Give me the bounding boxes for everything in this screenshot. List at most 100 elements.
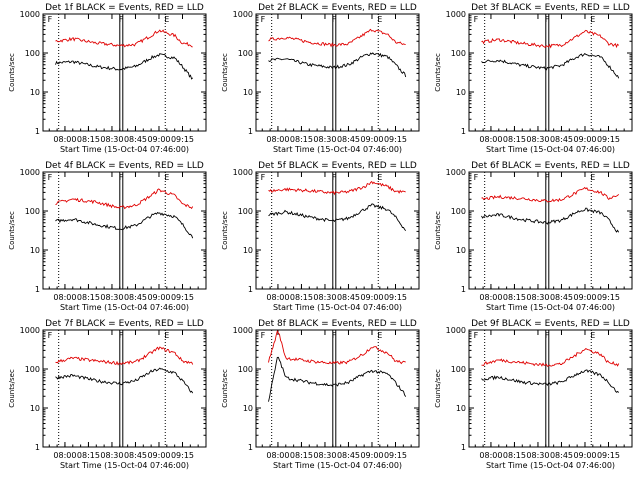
y-tick-label: 1000 [446,168,466,177]
events-series-line [481,207,620,233]
y-tick-label: 1 [35,443,40,452]
events-series-line [268,203,407,231]
panel-title: Det 8f BLACK = Events, RED = LLD [258,319,417,329]
plot-frame [255,13,420,132]
x-tick-label: 09:15 [384,451,407,460]
y-tick-label: 10 [30,404,40,413]
x-axis-label: Start Time (15-Oct-04 07:46:00) [273,145,402,154]
y-tick-label: 10 [456,246,466,255]
x-tick-label: 08:30 [100,451,123,460]
orbit-marker-label: F [48,173,53,182]
y-tick-label: 1000 [20,168,40,177]
y-tick-label: 1000 [20,10,40,19]
orbit-marker-label: F [545,331,550,340]
y-axis-label: Counts/sec [221,369,229,408]
x-axis-label: Start Time (15-Oct-04 07:46:00) [486,461,615,470]
lld-series-line [55,188,194,210]
x-tick-label: 08:30 [100,135,123,144]
panel-title: Det 1f BLACK = Events, RED = LLD [45,3,204,13]
x-tick-label: 08:45 [337,451,360,460]
x-axis-label: Start Time (15-Oct-04 07:46:00) [273,461,402,470]
orbit-marker-label: F [332,331,337,340]
y-tick-label: 100 [238,365,253,374]
y-tick-label: 10 [456,88,466,97]
y-axis-label: Counts/sec [434,211,442,250]
orbit-marker-label: F [261,15,266,24]
x-tick-label: 08:00 [479,135,502,144]
x-axis-label: Start Time (15-Oct-04 07:46:00) [60,461,189,470]
orbit-marker-label: F [474,331,479,340]
x-tick-label: 09:00 [147,451,170,460]
events-series-line [268,52,407,78]
y-tick-label: 100 [451,365,466,374]
panel-det-7: Det 7f BLACK = Events, RED = LLD 1 10 100 10… [8,319,207,470]
y-axis-label: Counts/sec [434,369,442,408]
x-tick-label: 08:45 [550,135,573,144]
x-tick-label: 09:00 [360,451,383,460]
y-tick-label: 1 [248,443,253,452]
plot-frame [468,329,633,448]
orbit-marker-label: F [48,331,53,340]
panel-title: Det 2f BLACK = Events, RED = LLD [258,3,417,13]
x-tick-label: 08:00 [53,135,76,144]
panel-det-1: Det 1f BLACK = Events, RED = LLD 1 10 100 10… [8,3,207,154]
orbit-marker-label: E [590,173,595,182]
orbit-marker-label: E [164,173,169,182]
x-tick-label: 09:00 [147,135,170,144]
x-tick-label: 08:15 [77,293,100,302]
x-tick-label: 08:30 [313,451,336,460]
x-tick-label: 08:30 [526,293,549,302]
panel-title: Det 3f BLACK = Events, RED = LLD [471,3,630,13]
y-tick-label: 100 [238,207,253,216]
x-tick-label: 09:15 [171,135,194,144]
y-tick-label: 1000 [446,10,466,19]
orbit-marker-label: F [332,173,337,182]
y-tick-label: 100 [451,49,466,58]
x-tick-label: 09:15 [171,451,194,460]
lld-series-line [268,180,406,196]
lld-series-line [55,346,194,366]
x-axis-label: Start Time (15-Oct-04 07:46:00) [60,145,189,154]
lld-series-line [481,29,620,49]
y-axis-label: Counts/sec [221,211,229,250]
lld-series-line [268,330,406,365]
lld-series-line [268,28,406,48]
panel-det-9: Det 9f BLACK = Events, RED = LLD 1 10 100 10… [434,319,633,470]
x-tick-label: 09:00 [360,293,383,302]
orbit-marker-label: F [119,15,124,24]
y-tick-label: 100 [238,49,253,58]
x-axis-label: Start Time (15-Oct-04 07:46:00) [486,145,615,154]
x-tick-label: 08:30 [100,293,123,302]
x-tick-label: 08:15 [290,293,313,302]
x-tick-label: 08:45 [550,451,573,460]
x-tick-label: 08:30 [526,135,549,144]
x-tick-label: 08:15 [503,451,526,460]
y-axis-label: Counts/sec [221,53,229,92]
y-tick-label: 100 [25,49,40,58]
y-tick-label: 1000 [233,168,253,177]
x-tick-label: 08:45 [124,451,147,460]
plot-frame [255,329,420,448]
x-tick-label: 08:30 [526,451,549,460]
x-tick-label: 09:15 [597,451,620,460]
y-tick-label: 1 [248,127,253,136]
panel-det-6: Det 6f BLACK = Events, RED = LLD 1 10 100 10… [434,161,633,312]
y-tick-label: 100 [25,207,40,216]
y-tick-label: 10 [30,88,40,97]
x-tick-label: 08:00 [479,451,502,460]
y-axis-label: Counts/sec [8,211,16,250]
events-series-line [55,367,194,394]
x-tick-label: 08:00 [53,293,76,302]
panel-title: Det 4f BLACK = Events, RED = LLD [45,161,204,171]
y-tick-label: 1 [461,443,466,452]
orbit-marker-label: F [119,173,124,182]
y-tick-label: 1 [35,285,40,294]
y-axis-label: Counts/sec [8,53,16,92]
orbit-marker-label: F [261,173,266,182]
plot-frame [42,171,207,290]
x-tick-label: 08:00 [479,293,502,302]
plot-frame [468,13,633,132]
orbit-marker-label: E [377,15,382,24]
orbit-marker-label: E [377,331,382,340]
events-series-line [268,356,407,402]
